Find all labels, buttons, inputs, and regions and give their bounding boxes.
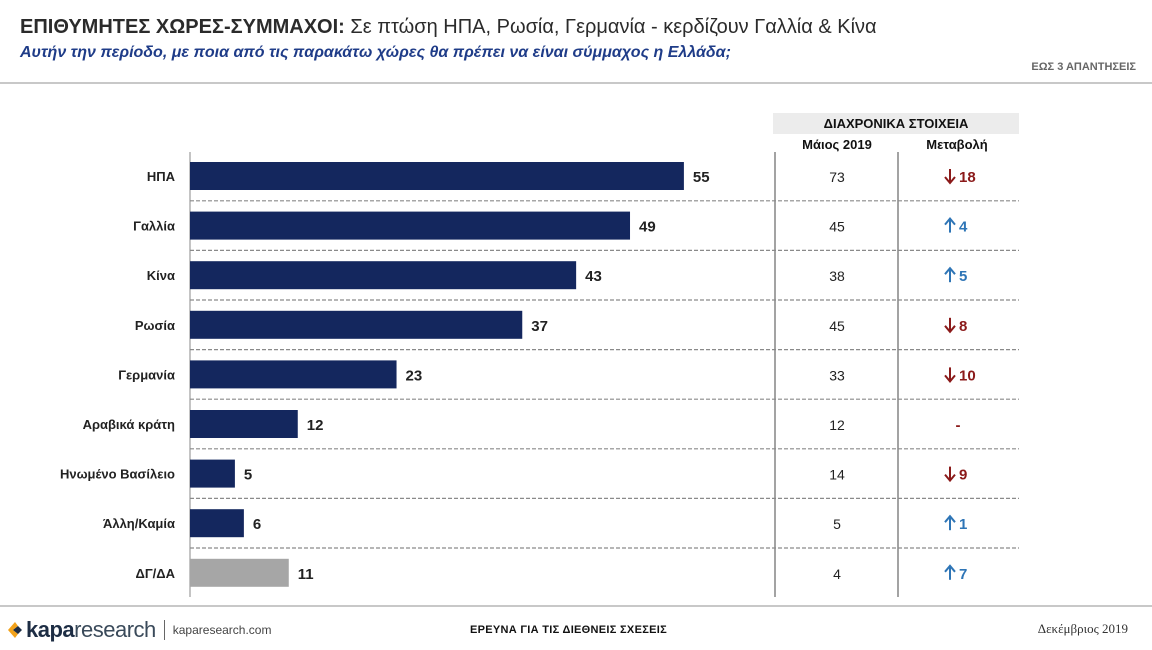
footer-date: Δεκέμβριος 2019 <box>1037 621 1128 636</box>
category-label: Άλλη/Καμία <box>103 516 175 531</box>
footer-url: kaparesearch.com <box>172 623 272 637</box>
category-label: Ρωσία <box>135 318 175 333</box>
category-label: Γερμανία <box>118 367 175 382</box>
footer-survey-title: ΕΡΕΥΝΑ ΓΙΑ ΤΙΣ ΔΙΕΘΝΕΙΣ ΣΧΕΣΕΙΣ <box>470 624 668 636</box>
page-subtitle: Αυτήν την περίοδο, με ποια από τις παρακ… <box>20 44 731 61</box>
change-value: 4 <box>959 219 968 236</box>
may-2019-value: 45 <box>829 219 845 235</box>
data-label: 5 <box>244 467 252 484</box>
change-value: 7 <box>959 566 967 583</box>
may-2019-value: 14 <box>829 467 845 483</box>
col-head-change: Μεταβολή <box>926 137 988 152</box>
kapa-logo: kaparesearch kaparesearch.com <box>8 617 271 643</box>
data-label: 11 <box>298 566 314 583</box>
data-label: 55 <box>693 169 710 186</box>
historical-header: ΔΙΑΧΡΟΝΙΚΑ ΣΤΟΙΧΕΙΑ <box>773 113 1019 134</box>
category-label: Αραβικά κράτη <box>83 417 175 432</box>
data-label: 12 <box>307 417 324 434</box>
arrow-down-icon <box>944 176 956 185</box>
change-value: 10 <box>959 367 976 384</box>
arrow-down-icon <box>944 374 956 383</box>
arrow-down-icon <box>944 473 956 483</box>
category-label: Κίνα <box>147 268 175 283</box>
bar <box>190 410 298 438</box>
arrow-up-icon <box>944 266 956 275</box>
arrow-up-icon <box>944 564 956 573</box>
title-rest: Σε πτώση ΗΠΑ, Ρωσία, Γερμανία - κερδίζου… <box>344 16 877 38</box>
may-2019-value: 4 <box>833 566 841 582</box>
change-value: 8 <box>959 318 967 335</box>
logo-mark-icon <box>8 622 22 638</box>
bar <box>190 558 289 587</box>
may-2019-value: 45 <box>829 318 845 334</box>
change-value: 5 <box>959 268 967 285</box>
bar <box>190 310 523 339</box>
data-label: 23 <box>406 367 423 384</box>
arrow-up-icon <box>944 514 956 523</box>
category-label: Ηνωμένο Βασίλειο <box>60 467 175 482</box>
may-2019-value: 38 <box>829 268 845 284</box>
data-label: 37 <box>531 318 548 335</box>
bar <box>190 459 235 488</box>
change-value: 18 <box>959 169 976 186</box>
bar <box>190 162 684 190</box>
category-label: ΔΓ/ΔΑ <box>135 566 175 581</box>
bar <box>190 261 577 290</box>
answers-note: ΕΩΣ 3 ΑΠΑΝΤΗΣΕΙΣ <box>1031 61 1136 73</box>
may-2019-value: 73 <box>829 169 845 185</box>
page-title: ΕΠΙΘΥΜΗΤΕΣ ΧΩΡΕΣ-ΣΥΜΜΑΧΟΙ: Σε πτώση ΗΠΑ,… <box>20 16 877 39</box>
logo-kapa: kapa <box>26 617 75 642</box>
change-value: - <box>956 417 961 434</box>
data-label: 6 <box>253 516 261 533</box>
may-2019-value: 12 <box>829 417 845 433</box>
title-bold: ΕΠΙΘΥΜΗΤΕΣ ΧΩΡΕΣ-ΣΥΜΜΑΧΟΙ: <box>20 16 345 38</box>
category-label: Γαλλία <box>133 219 175 234</box>
bar <box>190 211 631 240</box>
bar <box>190 509 244 538</box>
logo-separator <box>163 620 165 640</box>
data-label: 49 <box>639 219 656 236</box>
header-divider <box>0 82 1152 84</box>
logo-research: research <box>74 617 156 642</box>
data-label: 43 <box>585 268 602 285</box>
footer-divider <box>0 605 1152 607</box>
may-2019-value: 33 <box>829 367 845 383</box>
change-value: 1 <box>959 516 967 533</box>
col-head-prev: Μάιος 2019 <box>802 137 872 152</box>
category-label: ΗΠΑ <box>147 169 176 184</box>
arrow-up-icon <box>944 217 956 226</box>
arrow-down-icon <box>944 325 956 334</box>
bar <box>190 360 397 389</box>
change-value: 9 <box>959 467 967 484</box>
may-2019-value: 5 <box>833 516 841 532</box>
